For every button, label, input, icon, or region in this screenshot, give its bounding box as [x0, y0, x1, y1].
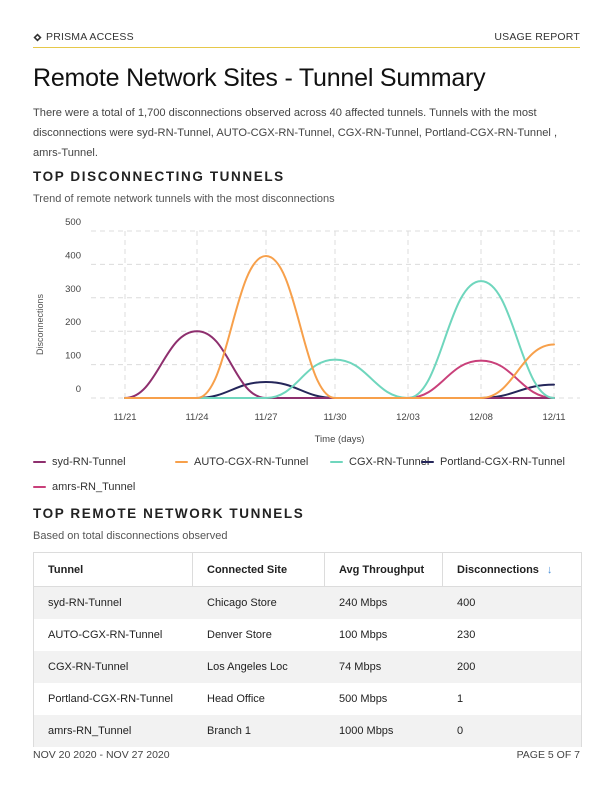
- legend-item[interactable]: AUTO-CGX-RN-Tunnel: [175, 456, 308, 468]
- x-axis-title: Time (days): [315, 434, 365, 445]
- page-title: Remote Network Sites - Tunnel Summary: [33, 64, 486, 92]
- page-header: PRISMA ACCESS USAGE REPORT: [33, 30, 580, 48]
- table-row: CGX-RN-Tunnel Los Angeles Loc 74 Mbps 20…: [34, 651, 581, 683]
- x-tick-label: 11/30: [323, 412, 346, 423]
- summary-text: There were a total of 1,700 disconnectio…: [33, 107, 558, 159]
- legend-swatch: [330, 461, 343, 463]
- series-line-cgx-rn-tunnel: [124, 280, 555, 400]
- sort-descending-icon[interactable]: ↓: [546, 563, 553, 576]
- cell-tunnel: syd-RN-Tunnel: [48, 597, 122, 609]
- legend-label: Portland-CGX-RN-Tunnel: [440, 456, 565, 468]
- x-tick-label: 12/08: [469, 412, 493, 423]
- cell-avg-throughput: 240 Mbps: [339, 597, 388, 609]
- cell-disconnections: 400: [457, 597, 476, 609]
- y-tick-label: 0: [76, 384, 81, 395]
- column-header-tunnel[interactable]: Tunnel: [34, 553, 193, 586]
- cell-connected-site: Head Office: [207, 693, 265, 705]
- cell-avg-throughput: 500 Mbps: [339, 693, 388, 705]
- y-axis-title: Disconnections: [35, 293, 45, 355]
- legend-label: CGX-RN-Tunnel: [349, 456, 430, 468]
- cell-disconnections: 200: [457, 661, 476, 673]
- cell-tunnel: AUTO-CGX-RN-Tunnel: [48, 629, 163, 641]
- cell-disconnections: 230: [457, 629, 476, 641]
- legend-swatch: [421, 461, 434, 463]
- x-tick-label: 11/24: [185, 412, 208, 423]
- legend-swatch: [33, 486, 46, 488]
- report-type: USAGE REPORT: [494, 31, 580, 43]
- legend-label: AUTO-CGX-RN-Tunnel: [194, 456, 309, 468]
- y-tick-label: 400: [65, 250, 81, 261]
- column-header-connected-site[interactable]: Connected Site: [193, 553, 325, 586]
- table-header: Tunnel Connected Site Avg Throughput Dis…: [34, 553, 581, 587]
- legend-label: syd-RN-Tunnel: [52, 456, 126, 468]
- column-header-avg-throughput[interactable]: Avg Throughput: [325, 553, 443, 586]
- table-row: AUTO-CGX-RN-Tunnel Denver Store 100 Mbps…: [34, 619, 581, 651]
- legend-swatch: [33, 461, 46, 463]
- report-page: PRISMA ACCESS USAGE REPORT Remote Networ…: [33, 0, 582, 792]
- legend-item[interactable]: Portland-CGX-RN-Tunnel: [421, 456, 565, 468]
- cell-connected-site: Denver Store: [207, 629, 272, 641]
- prisma-logo-icon: [33, 32, 42, 42]
- cell-connected-site: Chicago Store: [207, 597, 277, 609]
- cell-disconnections: 1: [457, 693, 464, 705]
- legend-label: amrs-RN_Tunnel: [52, 481, 136, 493]
- cell-connected-site: Branch 1: [207, 725, 252, 737]
- y-tick-label: 300: [65, 284, 81, 295]
- section-title-top-tunnels: TOP REMOTE NETWORK TUNNELS: [33, 506, 305, 521]
- tunnels-table: Tunnel Connected Site Avg Throughput Dis…: [33, 552, 582, 747]
- brand-name: PRISMA ACCESS: [46, 31, 134, 43]
- brand: PRISMA ACCESS: [33, 31, 134, 43]
- y-tick-label: 100: [65, 351, 81, 362]
- x-tick-label: 12/11: [542, 412, 565, 423]
- section-subtitle-disconnecting: Trend of remote network tunnels with the…: [33, 193, 335, 205]
- cell-disconnections: 0: [457, 725, 464, 737]
- header-divider: [33, 47, 580, 48]
- cell-avg-throughput: 74 Mbps: [339, 661, 382, 673]
- cell-avg-throughput: 100 Mbps: [339, 629, 388, 641]
- column-header-disconnections[interactable]: Disconnections ↓: [443, 553, 579, 586]
- y-tick-label: 500: [65, 217, 81, 228]
- table-row: Portland-CGX-RN-Tunnel Head Office 500 M…: [34, 683, 581, 715]
- legend-item[interactable]: syd-RN-Tunnel: [33, 456, 126, 468]
- legend-swatch: [175, 461, 188, 463]
- table-row: syd-RN-Tunnel Chicago Store 240 Mbps 400: [34, 587, 581, 619]
- column-header-disconnections-label: Disconnections: [457, 563, 539, 576]
- y-tick-label: 200: [65, 317, 81, 328]
- series-line-amrs-rn-tunnel: [124, 359, 555, 399]
- legend-item[interactable]: CGX-RN-Tunnel: [330, 456, 429, 468]
- cell-tunnel: Portland-CGX-RN-Tunnel: [48, 693, 173, 705]
- x-tick-label: 11/21: [113, 412, 136, 423]
- section-title-disconnecting: TOP DISCONNECTING TUNNELS: [33, 169, 285, 184]
- cell-tunnel: amrs-RN_Tunnel: [48, 725, 132, 737]
- legend-item[interactable]: amrs-RN_Tunnel: [33, 481, 135, 493]
- footer-date-range: NOV 20 2020 - NOV 27 2020: [33, 749, 170, 761]
- cell-avg-throughput: 1000 Mbps: [339, 725, 394, 737]
- table-row: amrs-RN_Tunnel Branch 1 1000 Mbps 0: [34, 715, 581, 747]
- footer-page-number: PAGE 5 OF 7: [516, 749, 580, 761]
- section-subtitle-top-tunnels: Based on total disconnections observed: [33, 530, 228, 542]
- x-tick-label: 11/27: [254, 412, 277, 423]
- series-line-auto-cgx-rn-tunnel: [124, 255, 555, 399]
- cell-tunnel: CGX-RN-Tunnel: [48, 661, 129, 673]
- cell-connected-site: Los Angeles Loc: [207, 661, 288, 673]
- disconnections-line-chart: 500 400 300 200 100 0 11/21 11/24 11/27 11/30 12/0…: [35, 217, 580, 445]
- x-tick-label: 12/03: [396, 412, 420, 423]
